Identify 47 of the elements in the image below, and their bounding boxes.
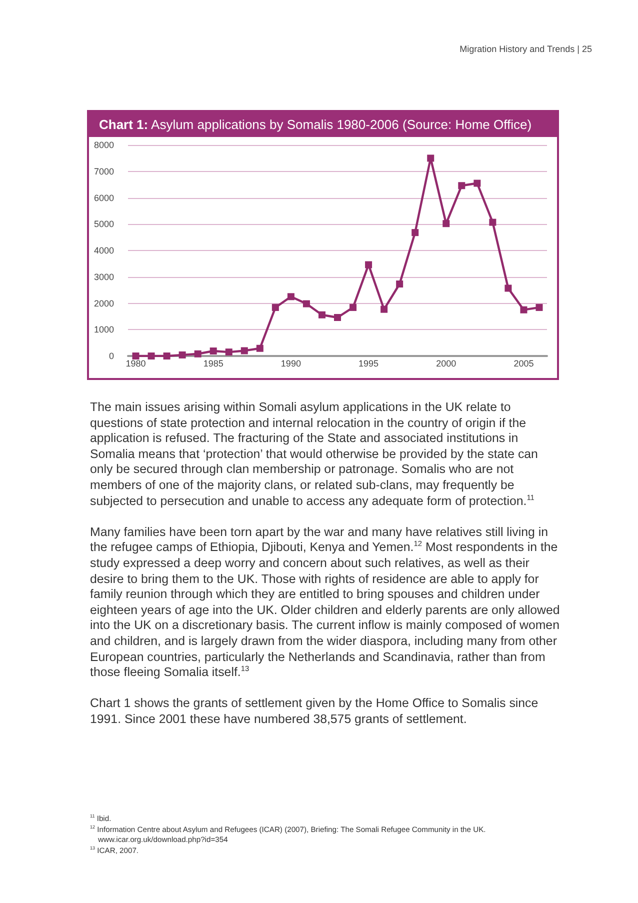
- point: [272, 304, 279, 311]
- x-tick-label: 1980: [126, 358, 146, 368]
- point: [412, 229, 419, 236]
- x-tick-label: 1995: [358, 358, 379, 368]
- point: [178, 351, 186, 358]
- y-tick-label: 2000: [94, 298, 114, 308]
- x-tick-label: 2000: [436, 358, 456, 368]
- x-tick-label: 1990: [280, 358, 301, 368]
- point: [489, 218, 496, 226]
- point: [287, 293, 294, 300]
- y-tick-label: 1000: [94, 324, 114, 335]
- text: Migration History and Trends | 25: [460, 44, 592, 54]
- point: [225, 348, 232, 356]
- point: [132, 352, 140, 360]
- y-tick-label: 3000: [94, 272, 114, 282]
- point: [458, 182, 466, 190]
- point: [474, 180, 481, 187]
- point: [334, 314, 341, 321]
- point: [194, 350, 202, 358]
- point: [380, 306, 388, 313]
- point: [442, 220, 450, 228]
- point: [350, 304, 357, 311]
- point: [318, 311, 326, 318]
- x-tick-label: 1985: [203, 358, 224, 368]
- chart-title: Chart 1: Asylum applications by Somalis 1980-2006 (Source: Home Office): [89, 112, 557, 137]
- y-tick-label: 4000: [94, 246, 114, 256]
- point: [163, 352, 170, 360]
- caption: Chart 1 shows the grants of settlement given by the Home Office to Somalis since 1991. Since 2001 these have numbered 38,575 grants of settlement.: [90, 696, 540, 728]
- y-tick-label: 7000: [94, 166, 114, 176]
- point: [302, 300, 310, 308]
- point: [148, 352, 155, 360]
- point: [210, 347, 217, 354]
- point: [256, 344, 264, 352]
- y-tick-label: 8000: [94, 140, 114, 150]
- y-tick-label: 5000: [94, 219, 114, 230]
- point: [520, 306, 528, 314]
- text: Many families have been torn apart by the war and many have relatives still living in the refugee camps of Ethiopia, Djibouti, Kenya and Yemen.$^{12}$ Most respondents in the study expressed a deep worry and concern about such relatives, as well as their desire to bring them to the UK. Those with rights of residence are able to apply for family reunion through which they are entitled to bring spouses and children under eighteen years of age into the UK. Older children and elderly parents are only allowed into the UK on a discretionary basis. The current inflow is mainly composed of women and children, and is largely drawn from the wider diaspora, including many from other European countries, particularly the Netherlands and Scandinavia, rather than from those fleeing Somalia itself.$^{13}$: [90, 524, 560, 680]
- point: [504, 284, 512, 292]
- x-tick-label: 2005: [514, 358, 534, 368]
- point: [365, 261, 372, 268]
- text: The main issues arising within Somali asylum applications in the UK relate to questions of state protection and internal relocation in the country of origin if the application is refused. The fracturing of the State and associated institutions in Somalia means that ‘protection’ that would otherwise be provided by the state can only be secured through clan membership or patronage. Somalis who are not members of one of the majority clans, or related sub-clans, may frequently be subjected to persecution and unable to access any adequate form of protection.$^{11}$: [90, 400, 539, 510]
- y-tick-label: 0: [108, 351, 114, 361]
- point: [536, 304, 543, 311]
- point: [427, 154, 434, 162]
- point: [240, 347, 248, 354]
- y-tick-label: 6000: [94, 192, 114, 203]
- point: [396, 280, 404, 288]
